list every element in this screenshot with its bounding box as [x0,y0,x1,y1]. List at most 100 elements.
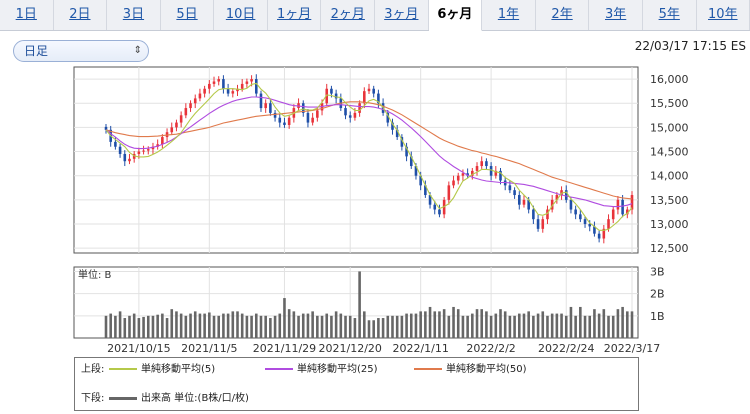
volume-bar [250,315,253,338]
volume-bar [208,312,211,338]
period-tab-6[interactable]: 2ヶ月 [321,0,376,30]
price-y-tick-label: 14,000 [650,170,689,183]
volume-bar [419,311,422,338]
candle-body [527,199,530,210]
volume-bar [269,318,272,338]
volume-bar [316,315,319,338]
volume-bar [485,311,488,338]
volume-bar [395,315,399,338]
period-tab-11[interactable]: 3年 [589,0,643,30]
interval-select[interactable]: 日足 ⇕ [13,40,149,62]
candle-body [386,112,390,123]
legend-ma5-swatch [109,368,137,370]
volume-bar [231,311,235,338]
volume-bar [348,315,352,338]
volume-bar [198,313,202,338]
volume-bar [499,309,502,338]
volume-bar [334,311,338,338]
period-tab-0[interactable]: 1日 [0,0,54,30]
candle-body [611,209,615,220]
volume-bar [325,313,329,338]
candle-body [377,93,380,104]
candle-body [269,103,272,113]
volume-bar [386,315,390,338]
volume-bar [118,311,122,338]
candle-body [358,103,361,113]
volume-bar [550,313,554,338]
candle-body [175,122,178,128]
volume-bar [616,309,620,338]
period-tab-5[interactable]: 1ヶ月 [268,0,322,30]
candle-body [433,204,437,210]
candle-body [203,88,206,94]
candle-body [170,127,174,133]
interval-select-value: 日足 [24,44,49,58]
volume-bar [353,318,357,338]
volume-bar [104,315,108,338]
candle-body [475,166,479,171]
legend-lower-row: 下段: 出来高 単位:(B株/口/枚) [81,392,249,406]
candle-body [156,144,159,147]
volume-bar [527,311,530,338]
candle-body [513,190,516,196]
candle-body [602,228,606,239]
candle-body [485,161,488,167]
volume-bar [132,313,136,338]
candle-body [118,146,122,154]
candle-body [480,161,484,167]
price-y-tick-label: 14,500 [650,146,689,159]
x-tick-label: 2021/11/5 [181,342,237,355]
period-tab-9[interactable]: 1年 [482,0,536,30]
legend-ma25-swatch [265,368,293,370]
period-tab-1[interactable]: 2日 [54,0,108,30]
chart-legend: 上段: 単純移動平均(5) 単純移動平均(25) 単純移動平均(50) 下段: … [74,357,639,411]
candle-body [367,88,371,92]
volume-bar [456,309,460,338]
candle-body [409,156,413,167]
period-tab-10[interactable]: 2年 [536,0,590,30]
period-tab-8[interactable]: 6ヶ月 [428,0,483,31]
volume-y-tick-label: 3B [650,265,665,278]
candle-body [541,219,545,229]
volume-bar [546,315,549,338]
volume-bar [583,315,587,338]
volume-bar [311,311,314,338]
volume-y-tick-label: 1B [650,310,665,323]
volume-bar [541,311,545,338]
period-tab-3[interactable]: 5日 [161,0,215,30]
candle-body [626,209,629,215]
candle-body [419,175,422,186]
volume-bar [555,313,559,338]
candle-body [287,117,291,125]
legend-upper-label: 上段: [81,364,105,375]
candle-body [452,180,455,186]
period-tab-7[interactable]: 3ヶ月 [375,0,429,30]
volume-bar [480,309,484,338]
volume-bar [278,313,282,338]
candle-body [438,209,441,215]
candle-body [405,146,408,157]
stock-chart: 16,000 15,500 15,000 14,500 14,000 13,500 13,0… [73,66,689,355]
legend-upper-row: 上段: 単純移動平均(5) 単純移動平均(25) 単純移動平均(50) [81,363,527,377]
period-tab-13[interactable]: 10年 [697,0,750,30]
candle-body [128,158,131,162]
candle-body [217,79,221,82]
volume-bar [170,309,174,338]
volume-y-tick-label: 2B [650,288,665,301]
candle-body [311,117,314,123]
volume-bar [156,314,159,338]
volume-bar [193,311,197,338]
price-plot-frame [73,66,639,254]
candle-body [363,91,366,104]
volume-bar [377,318,380,338]
volume-bar [447,315,451,338]
period-tab-12[interactable]: 5年 [643,0,697,30]
candle-body [494,170,498,176]
period-tab-4[interactable]: 10日 [214,0,268,30]
legend-volume-label: 出来高 単位:(B株/口/枚) [141,393,249,404]
x-tick-label: 2022/1/11 [392,342,448,355]
candle-body [447,185,451,200]
candle-body [372,88,375,94]
candle-body [306,112,310,123]
period-tab-2[interactable]: 3日 [107,0,161,30]
